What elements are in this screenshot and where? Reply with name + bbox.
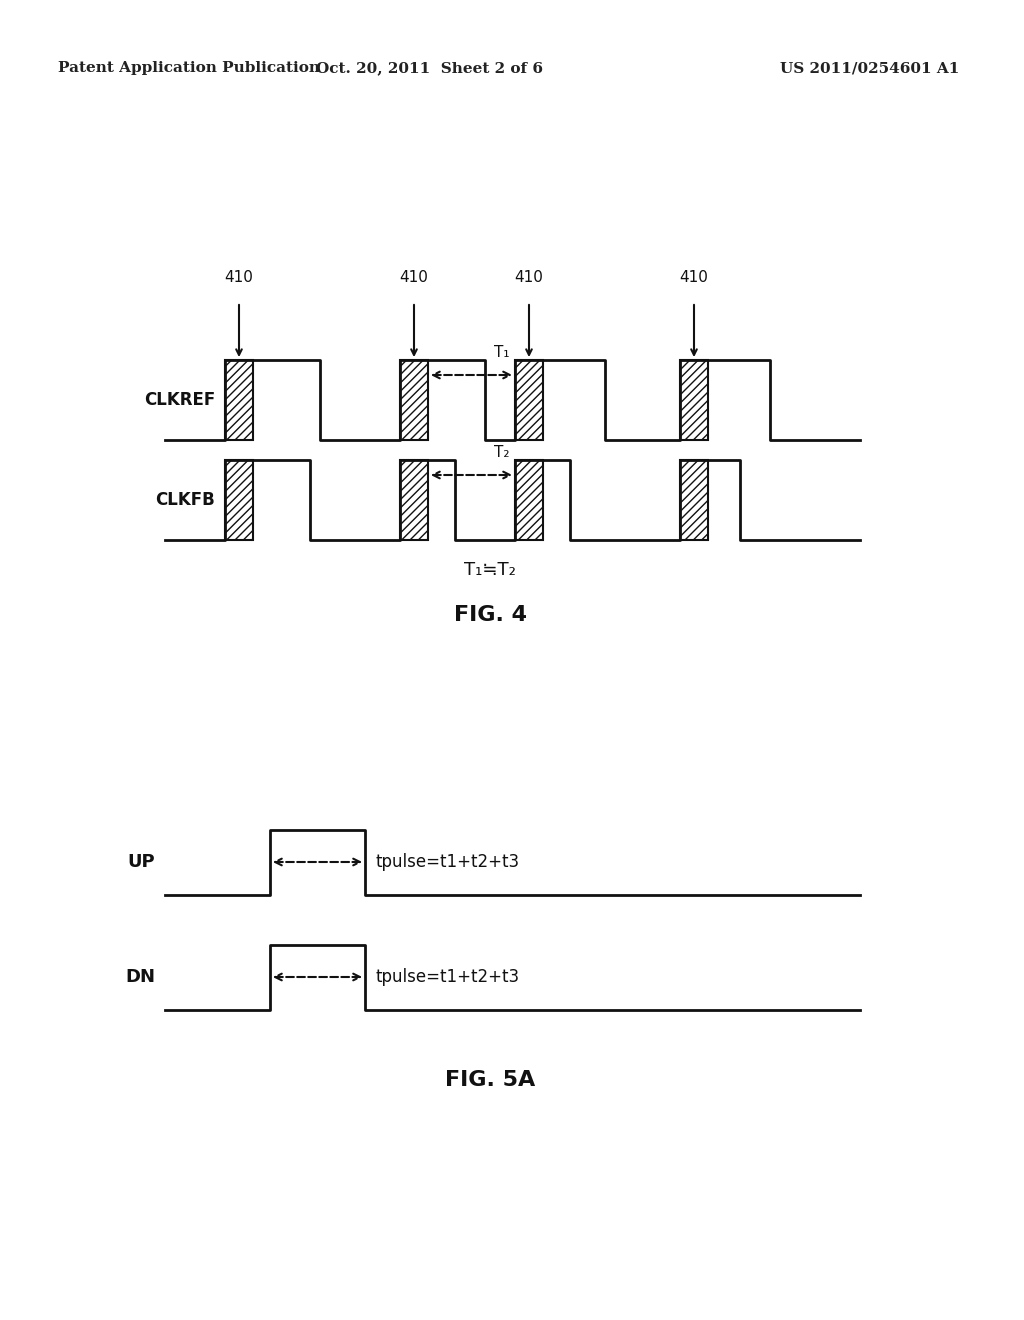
Text: Oct. 20, 2011  Sheet 2 of 6: Oct. 20, 2011 Sheet 2 of 6: [316, 61, 544, 75]
Text: tpulse=t1+t2+t3: tpulse=t1+t2+t3: [375, 968, 519, 986]
Text: tpulse=t1+t2+t3: tpulse=t1+t2+t3: [375, 853, 519, 871]
Bar: [680, 360, 708, 440]
Bar: [515, 459, 543, 540]
Text: 410: 410: [515, 271, 544, 285]
Bar: [225, 360, 253, 440]
Text: FIG. 4: FIG. 4: [454, 605, 526, 624]
Text: DN: DN: [125, 968, 155, 986]
Text: US 2011/0254601 A1: US 2011/0254601 A1: [780, 61, 959, 75]
Text: 410: 410: [680, 271, 709, 285]
Text: UP: UP: [127, 853, 155, 871]
Text: 410: 410: [399, 271, 428, 285]
Text: FIG. 5A: FIG. 5A: [444, 1071, 536, 1090]
Text: T₁≒T₂: T₁≒T₂: [464, 561, 516, 579]
Text: T₁: T₁: [495, 345, 510, 360]
Bar: [400, 459, 428, 540]
Text: T₂: T₂: [495, 445, 510, 459]
Text: Patent Application Publication: Patent Application Publication: [58, 61, 319, 75]
Bar: [680, 459, 708, 540]
Text: 410: 410: [224, 271, 253, 285]
Text: CLKREF: CLKREF: [143, 391, 215, 409]
Bar: [515, 360, 543, 440]
Text: CLKFB: CLKFB: [156, 491, 215, 510]
Bar: [225, 459, 253, 540]
Bar: [400, 360, 428, 440]
